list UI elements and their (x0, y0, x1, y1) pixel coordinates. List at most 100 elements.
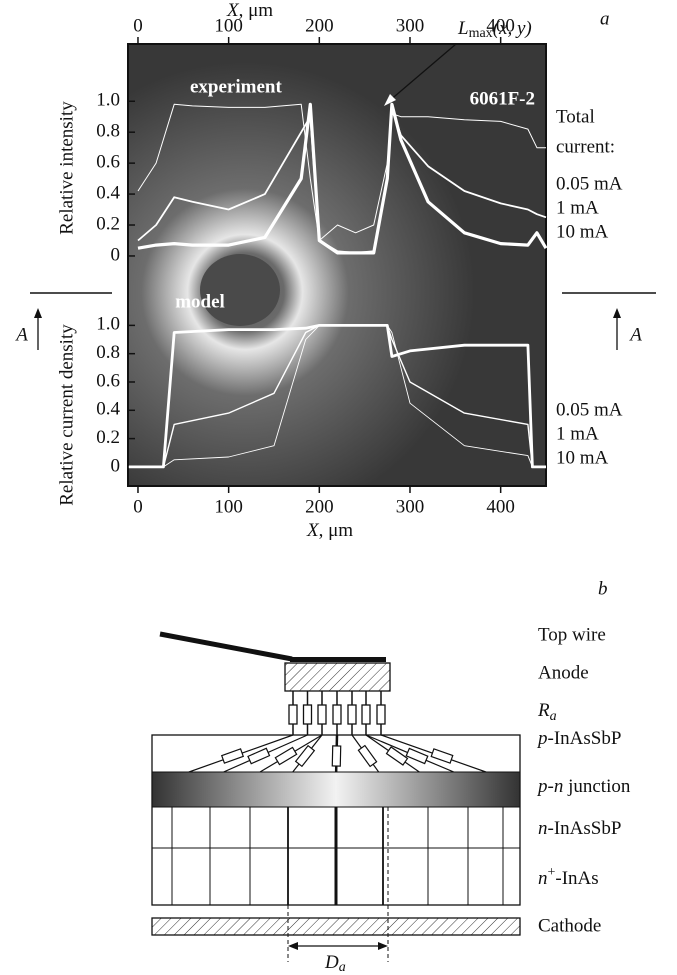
series-line (137, 103, 546, 241)
annotation-arrow (387, 43, 457, 103)
resistor (430, 748, 454, 764)
sample-label: 6061F-2 (470, 88, 535, 109)
legend-label: 1 mA (556, 423, 599, 444)
resistor (347, 704, 357, 725)
layer-label: n+-InAs (538, 865, 599, 889)
label-part: n (554, 776, 564, 797)
layer-label: p-InAsSbP (536, 728, 621, 749)
x-tick-label: 300 (396, 496, 425, 517)
legend-title: current: (556, 136, 615, 157)
resistor (357, 744, 378, 768)
width-label: Da (324, 952, 346, 975)
arrow-head (384, 94, 396, 106)
x-axis-label: X, μm (306, 520, 353, 541)
section-label: A (628, 324, 642, 345)
resistor (361, 704, 371, 725)
resistor (220, 748, 245, 764)
x-tick-label: 400 (486, 15, 515, 36)
panel-label: b (598, 578, 608, 599)
legend-label: 10 mA (556, 447, 609, 468)
label-part: -InAsSbP (548, 818, 622, 839)
y-tick-label: 0.6 (96, 151, 120, 172)
label-part: junction (563, 776, 631, 797)
label-part: -InAs (555, 868, 598, 889)
resistor (302, 704, 313, 725)
resistor (376, 704, 386, 725)
junction-layer (151, 771, 521, 808)
arrow-head (613, 308, 621, 318)
x-tick-label: 0 (133, 496, 143, 517)
anode (284, 662, 391, 692)
resistor (317, 704, 327, 725)
x-tick-label: 400 (486, 496, 515, 517)
y-axis-label: Relative intensity (56, 101, 77, 235)
y-tick-label: 1.0 (96, 90, 120, 111)
x-tick-label: 300 (396, 15, 425, 36)
legend-label: 10 mA (556, 221, 609, 242)
layer-label: Cathode (538, 915, 601, 936)
layer-label: Anode (538, 662, 589, 683)
x-tick-label: 100 (214, 496, 243, 517)
y-tick-label: 0.4 (96, 182, 120, 203)
y-tick-label: 1.0 (96, 314, 120, 335)
series-line (137, 102, 548, 255)
label-part: n (538, 818, 548, 839)
legend-title: Total (556, 106, 595, 127)
x-axis-label: X, μm (226, 0, 273, 21)
y-tick-label: 0 (111, 244, 121, 265)
plots: 0 100 200 300 400 0 0.2 0.4 0.6 0.8 1.0 X, μm Relati… (56, 0, 622, 541)
x-tick-label: 200 (305, 15, 334, 36)
label-part: -InAsSbP (548, 728, 622, 749)
annotation: Lmax(x, y) (457, 18, 532, 41)
experiment-label: experiment (190, 76, 282, 97)
y-tick-label: 0.8 (96, 342, 120, 363)
legend-label: 0.05 mA (556, 399, 623, 420)
chip-image (200, 254, 280, 326)
y-tick-label: 0.4 (96, 399, 120, 420)
layer-label: n-InAsSbP (538, 818, 621, 839)
y-tick-label: 0.6 (96, 370, 120, 391)
label-part: n (538, 868, 548, 889)
label-part: R (537, 700, 550, 721)
label-part: - (548, 776, 554, 797)
legend-label: 0.05 mA (556, 173, 623, 194)
resistor (294, 744, 316, 768)
model-label: model (175, 291, 225, 312)
x-axis-label-part: , μm (319, 520, 354, 541)
series-line (128, 324, 546, 468)
label-part: + (548, 865, 556, 880)
y-tick-label: 0 (111, 455, 121, 476)
arrow-head (34, 308, 42, 318)
width-part: a (339, 960, 346, 975)
x-tick-label: 100 (214, 15, 243, 36)
resistor (405, 747, 429, 765)
resistor (332, 704, 342, 725)
y-tick-label: 0.2 (96, 427, 120, 448)
resistor (385, 746, 409, 766)
top-wire (159, 631, 293, 662)
resistor (274, 746, 298, 766)
layer-label: p-n junction (536, 776, 631, 797)
arrow-head (378, 942, 388, 950)
legend-label: 1 mA (556, 197, 599, 218)
plot-background (127, 43, 547, 487)
label-part: a (550, 709, 557, 724)
annotation-part: L (457, 18, 469, 39)
y-tick-label: 0.2 (96, 213, 120, 234)
width-part: D (324, 952, 339, 973)
y-axis-label: Relative current density (56, 324, 77, 506)
y-tick-label: 0.8 (96, 121, 120, 142)
x-axis-label-part: X (306, 520, 320, 541)
layer-label: Top wire (538, 624, 606, 645)
cathode (151, 917, 521, 936)
resistor (288, 704, 298, 725)
label-part: p (536, 776, 548, 797)
section-label: A (14, 324, 28, 345)
resistor (331, 745, 342, 767)
annotation-part: max (469, 26, 493, 41)
label-part: p (536, 728, 548, 749)
panel-label: a (600, 8, 610, 29)
layer-stack (151, 734, 521, 906)
